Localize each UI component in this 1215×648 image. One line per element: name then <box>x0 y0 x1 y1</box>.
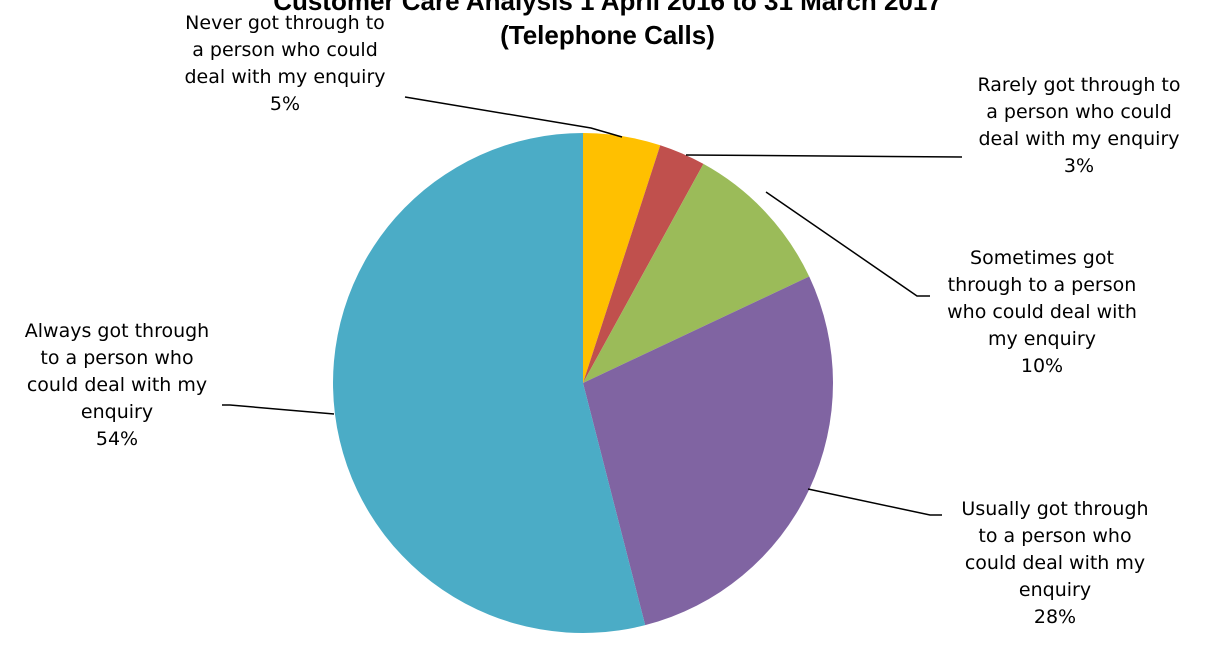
label-sometimes-line-4: my enquiry <box>988 328 1096 350</box>
leader-usually <box>807 488 942 516</box>
leader-rarely <box>685 154 963 158</box>
label-always-line-2: to a person who <box>40 347 194 369</box>
label-usually-line-4: enquiry <box>1018 579 1092 601</box>
pie-slices <box>333 133 834 633</box>
label-usually-line-2: to a person who <box>978 525 1132 547</box>
leader-never <box>404 96 623 138</box>
label-usually-line-3: could deal with my <box>964 552 1146 574</box>
label-rarely-line-1: Rarely got through to <box>977 74 1181 96</box>
label-sometimes-line-3: who could deal with <box>947 301 1137 323</box>
label-rarely-line-3: deal with my enquiry <box>978 128 1180 150</box>
label-always-value: 54% <box>95 428 139 450</box>
label-never-line-2: a person who could <box>192 39 378 61</box>
pie-slice-never <box>583 133 661 383</box>
label-always-line-3: could deal with my <box>26 374 208 396</box>
label-rarely-line-2: a person who could <box>986 101 1172 123</box>
pie-slice-always <box>333 133 646 633</box>
label-usually-line-1: Usually got through <box>961 498 1149 520</box>
leader-lines <box>222 96 963 516</box>
label-never-value: 5% <box>269 93 301 115</box>
label-sometimes: Sometimes got through to a person who co… <box>947 245 1137 380</box>
chart-title-line-2: (Telephone Calls) <box>500 20 715 50</box>
leader-sometimes <box>765 191 930 297</box>
label-never-line-3: deal with my enquiry <box>184 66 386 88</box>
label-rarely: Rarely got through to a person who could… <box>977 72 1180 180</box>
leader-always <box>222 404 335 415</box>
label-sometimes-line-2: through to a person <box>947 274 1137 296</box>
label-usually-value: 28% <box>1033 606 1077 628</box>
label-sometimes-value: 10% <box>1020 355 1064 377</box>
label-never-line-1: Never got through to <box>185 12 385 34</box>
pie-slice-usually <box>583 276 834 626</box>
label-rarely-value: 3% <box>1063 155 1095 177</box>
pie-slice-sometimes <box>583 163 810 383</box>
label-always: Always got through to a person who could… <box>25 318 209 453</box>
chart-title-line-1: Customer Care Analysis 1 April 2016 to 3… <box>273 0 942 16</box>
pie-slice-rarely <box>583 145 704 383</box>
label-usually: Usually got through to a person who coul… <box>961 496 1148 631</box>
label-sometimes-line-1: Sometimes got <box>970 247 1114 269</box>
label-never: Never got through to a person who could … <box>184 10 385 118</box>
label-always-line-4: enquiry <box>80 401 154 423</box>
label-always-line-1: Always got through <box>24 320 210 342</box>
